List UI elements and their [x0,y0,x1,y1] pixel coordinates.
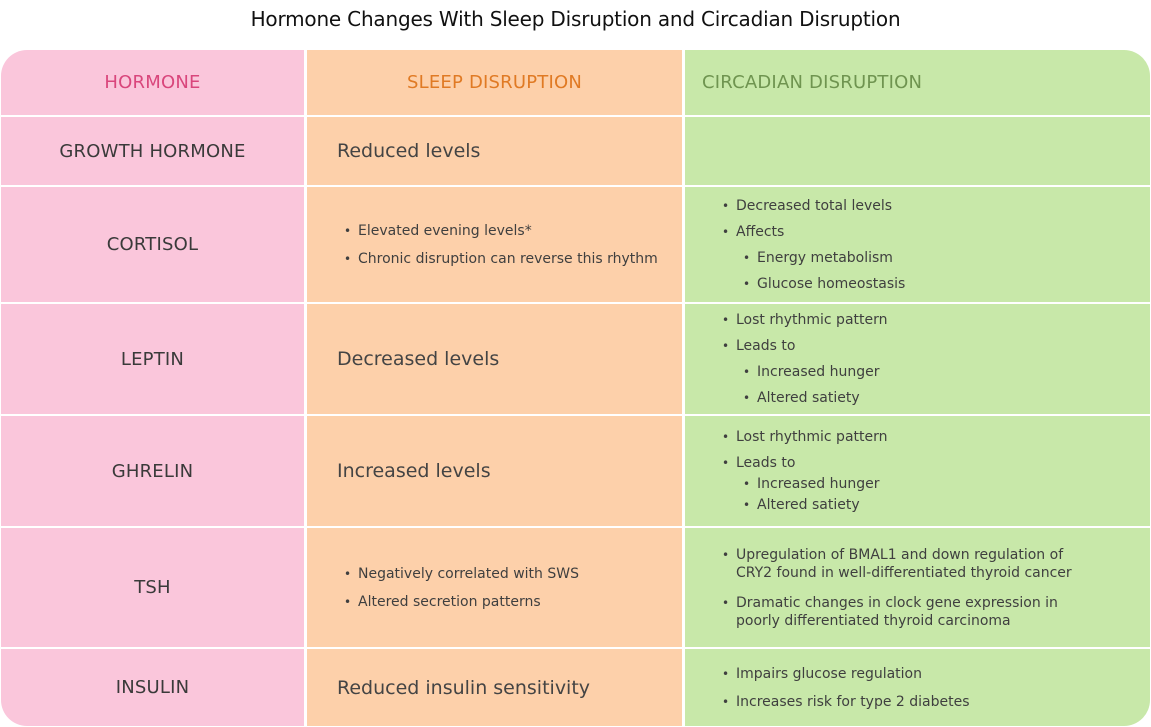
list-item: Chronic disruption can reverse this rhyt… [344,250,658,268]
header-hormone: HORMONE [104,72,201,93]
hormone-name: GHRELIN [111,460,194,482]
bullet-list: Decreased total levels Affects Energy me… [722,197,905,293]
sleep-effect: Decreased levels [337,348,500,370]
sleep-effect: Negatively correlated with SWS Altered s… [307,528,682,647]
bullet-list: Lost rhythmic pattern Leads to Increased… [722,428,888,514]
bullet-list: Elevated evening levels* Chronic disrupt… [344,222,658,268]
list-item: Dramatic changes in clock gene expressio… [722,594,1082,630]
row-divider [1,302,1150,304]
sleep-disruption-column [307,50,682,726]
bullet-list: Negatively correlated with SWS Altered s… [344,565,579,611]
bullet-list: Impairs glucose regulation Increases ris… [722,665,970,711]
hormone-name: CORTISOL [106,234,199,255]
list-item: Affects [722,223,905,241]
circadian-effect: Lost rhythmic pattern Leads to Increased… [685,304,1150,414]
list-item: Impairs glucose regulation [722,665,970,683]
sleep-effect: Increased levels [337,460,491,482]
list-item: Increased hunger [743,475,888,493]
row-divider [1,414,1150,416]
list-item: Lost rhythmic pattern [722,428,888,446]
list-item: Altered satiety [743,389,888,407]
list-item: Decreased total levels [722,197,905,215]
bullet-list: Lost rhythmic pattern Leads to Increased… [722,311,888,407]
list-item: Increases risk for type 2 diabetes [722,693,970,711]
list-item: Leads to [722,454,888,472]
hormone-name: LEPTIN [120,348,185,370]
circadian-effect: Impairs glucose regulation Increases ris… [685,649,1150,726]
sleep-effect: Reduced insulin sensitivity [337,676,591,699]
sleep-effect: Elevated evening levels* Chronic disrupt… [307,187,682,302]
hormone-name: INSULIN [115,677,190,698]
list-item: Negatively correlated with SWS [344,565,579,583]
list-item: Leads to [722,337,888,355]
list-item: Energy metabolism [743,249,905,267]
header-sleep-disruption: SLEEP DISRUPTION [406,72,583,93]
page-title: Hormone Changes With Sleep Disruption an… [250,7,901,31]
list-item: Upregulation of BMAL1 and down regulatio… [722,546,1082,582]
list-item: Altered satiety [743,496,888,514]
circadian-effect: Upregulation of BMAL1 and down regulatio… [685,528,1150,647]
list-item: Increased hunger [743,363,888,381]
list-item: Glucose homeostasis [743,275,905,293]
header-circadian-disruption: CIRCADIAN DISRUPTION [702,72,923,93]
list-item: Lost rhythmic pattern [722,311,888,329]
circadian-effect: Lost rhythmic pattern Leads to Increased… [685,416,1150,526]
row-divider [1,115,1150,117]
row-divider [1,647,1150,649]
list-item: Elevated evening levels* [344,222,658,240]
row-divider [1,526,1150,528]
hormone-name: GROWTH HORMONE [59,140,246,162]
row-divider [1,185,1150,187]
hormone-column [1,50,304,726]
bullet-list: Upregulation of BMAL1 and down regulatio… [722,546,1082,630]
hormone-table: HORMONE SLEEP DISRUPTION CIRCADIAN DISRU… [1,50,1150,726]
list-item: Altered secretion patterns [344,593,579,611]
circadian-effect: Decreased total levels Affects Energy me… [685,187,1150,302]
hormone-name: TSH [134,577,171,598]
sleep-effect: Reduced levels [337,140,481,162]
